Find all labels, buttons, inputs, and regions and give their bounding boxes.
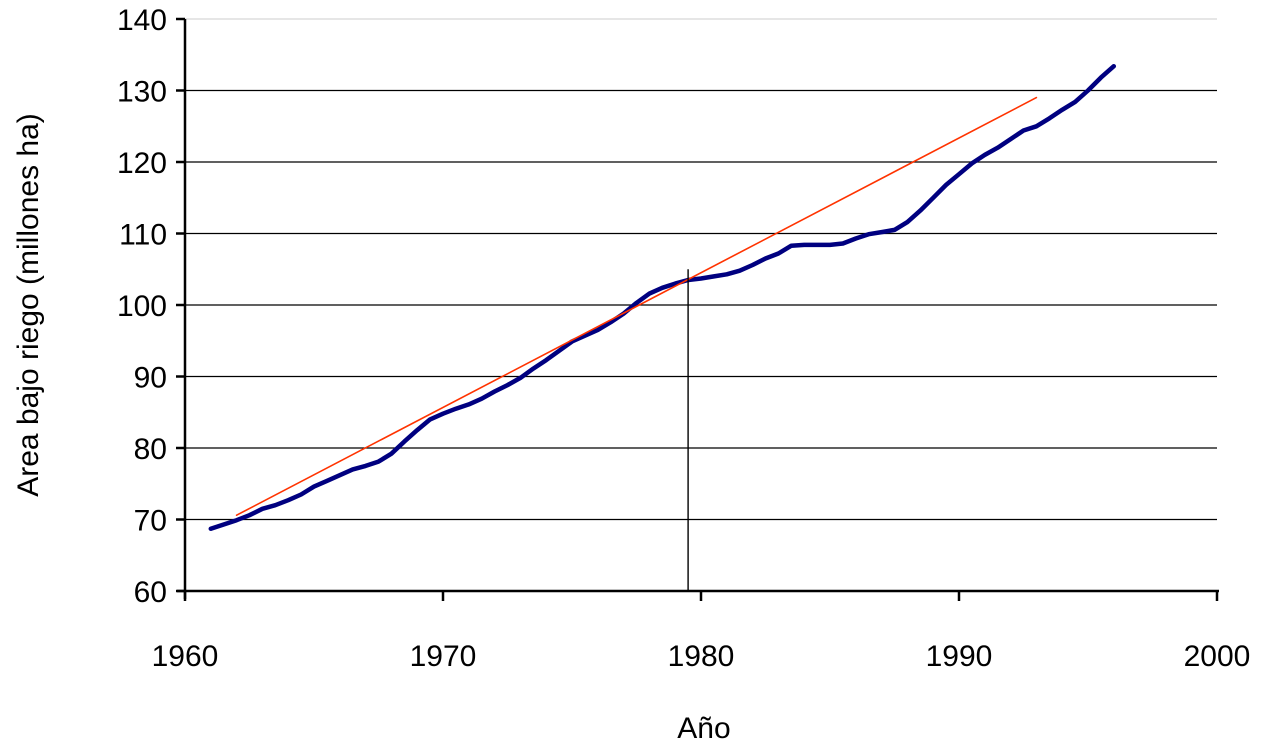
y-tick-label-110: 110 <box>119 219 167 252</box>
x-tick-label-1970: 1970 <box>410 640 477 673</box>
x-tick-label-1960: 1960 <box>152 640 219 673</box>
x-tick-label-1980: 1980 <box>668 640 735 673</box>
y-tick-label-100: 100 <box>117 290 167 323</box>
y-tick-label-70: 70 <box>134 505 167 538</box>
x-tick-label-2000: 2000 <box>1184 640 1251 673</box>
y-tick-label-120: 120 <box>117 147 167 180</box>
tick-labels: 60 70 80 90 100 110 120 130 140 1960 1970 1980 1990 2… <box>117 4 1250 673</box>
y-tick-label-140: 140 <box>117 4 167 37</box>
series-line-1 <box>208 63 1117 532</box>
x-axis-title: Año <box>677 712 730 745</box>
axes <box>176 17 1219 601</box>
y-tick-label-60: 60 <box>134 576 167 609</box>
series-line-2 <box>235 96 1038 517</box>
series-group <box>208 63 1117 532</box>
y-axis-title: Area bajo riego (millones ha) <box>12 113 45 497</box>
x-tick-label-1990: 1990 <box>926 640 993 673</box>
y-tick-label-130: 130 <box>117 76 167 109</box>
gridlines <box>185 18 1217 521</box>
y-tick-label-90: 90 <box>134 362 167 395</box>
y-tick-label-80: 80 <box>134 433 167 466</box>
